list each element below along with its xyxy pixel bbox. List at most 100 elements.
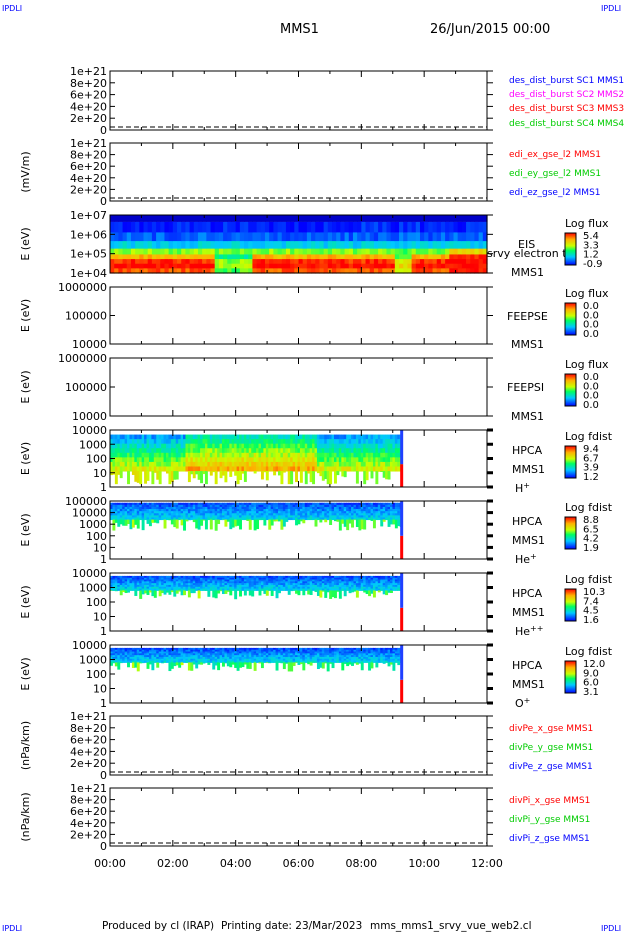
- spectrogram-cell: [314, 581, 318, 584]
- spectrogram-cell: [180, 583, 184, 586]
- spectrogram-cell: [280, 658, 284, 662]
- spectrogram-cell: [139, 259, 145, 265]
- spectrogram-cell: [368, 511, 372, 514]
- spectrogram-cell: [212, 457, 216, 463]
- spectrogram-cell: [110, 434, 113, 440]
- spectrogram-cell: [316, 656, 320, 660]
- spectrogram-cell: [217, 655, 221, 658]
- spectrogram-cell: [161, 515, 165, 518]
- spectrogram-cell: [175, 466, 179, 472]
- spectrogram-cell: [453, 254, 459, 260]
- spectrogram-cell: [251, 457, 255, 463]
- spectrogram-cell: [173, 656, 177, 660]
- spectrogram-cell: [202, 647, 206, 651]
- spectrogram-cell: [219, 511, 223, 514]
- spectrogram-cell: [202, 263, 207, 269]
- spectrogram-cell: [222, 506, 225, 510]
- spectrogram-cell: [351, 452, 354, 458]
- spectrogram-cell: [445, 215, 450, 222]
- spectrogram-cell: [163, 656, 167, 660]
- spectrogram-cell: [112, 519, 116, 531]
- spectrogram-cell: [122, 590, 126, 593]
- spectrogram-cell: [312, 471, 316, 485]
- spectrogram-cell: [119, 649, 123, 653]
- spectrogram-cell: [478, 259, 484, 265]
- spectrogram-cell: [153, 448, 157, 454]
- spectrogram-cell: [219, 656, 223, 660]
- spectrogram-cell: [394, 586, 398, 590]
- spectrogram-cell: [312, 588, 316, 591]
- spectrogram-cell: [341, 434, 345, 440]
- spectrogram-cell: [324, 655, 328, 658]
- spectrogram-cell: [214, 471, 218, 485]
- spectrogram-cell: [175, 575, 179, 579]
- spectrogram-cell: [175, 471, 179, 480]
- spectrogram-cell: [368, 515, 372, 518]
- spectrogram-cell: [119, 457, 123, 463]
- spectrogram-cell: [256, 263, 262, 269]
- spectrogram-cell: [175, 513, 179, 516]
- spectrogram-cell: [151, 579, 155, 582]
- spectrogram-cell: [331, 457, 335, 463]
- spectrogram-cell: [329, 439, 333, 445]
- spectrogram-cell: [124, 517, 128, 521]
- spectrogram-cell: [185, 517, 189, 521]
- spectrogram-cell: [326, 590, 330, 593]
- spectrogram-cell: [378, 241, 383, 250]
- spectrogram-cell: [324, 586, 328, 590]
- spectrogram-cell: [278, 649, 281, 653]
- spectrogram-cell: [263, 588, 267, 591]
- spectrogram-cell: [394, 583, 398, 586]
- spectrogram-cell: [114, 513, 118, 516]
- spectrogram-cell: [355, 579, 359, 582]
- spectrogram-cell: [314, 504, 318, 508]
- spectrogram-cell: [153, 577, 157, 581]
- spectrogram-cell: [119, 443, 123, 449]
- spectrogram-cell: [209, 443, 213, 449]
- spectrogram-cell: [358, 575, 362, 579]
- spectrogram-cell: [326, 655, 330, 658]
- spectrogram-cell: [297, 513, 301, 516]
- spectrogram-cell: [314, 511, 318, 514]
- spectrogram-cell: [122, 502, 126, 506]
- spectrogram-cell: [243, 590, 247, 596]
- spectrogram-cell: [351, 588, 354, 591]
- spectrogram-cell: [348, 581, 352, 584]
- spectrogram-cell: [119, 579, 123, 582]
- spectrogram-cell: [273, 579, 277, 582]
- spectrogram-cell: [270, 651, 274, 654]
- spectrogram-cell: [114, 248, 119, 256]
- spectrogram-cell: [373, 232, 379, 242]
- spectrogram-cell: [197, 584, 201, 588]
- spectrogram-cell: [380, 660, 384, 663]
- spectrogram-cell: [127, 656, 130, 660]
- spectrogram-cell: [141, 662, 145, 664]
- spectrogram-cell: [141, 517, 145, 521]
- spectrogram-cell: [315, 232, 321, 242]
- spectrogram-cell: [200, 443, 204, 449]
- spectrogram-cell: [319, 504, 323, 508]
- spectrogram-cell: [260, 439, 264, 445]
- spectrogram-cell: [306, 232, 312, 242]
- spectrogram-cell: [187, 517, 191, 521]
- spectrogram-cell: [170, 519, 174, 525]
- spectrogram-cell: [236, 513, 240, 516]
- spectrogram-cell: [298, 221, 304, 233]
- spectrogram-cell: [187, 658, 191, 662]
- spectrogram-cell: [114, 461, 118, 467]
- spectrogram-cell: [158, 517, 162, 521]
- spectrogram-cell: [449, 221, 455, 233]
- spectrogram-cell: [214, 586, 218, 590]
- spectrogram-cell: [285, 575, 289, 579]
- spectrogram-cell: [292, 443, 296, 449]
- spectrogram-cell: [370, 577, 374, 581]
- spectrogram-cell: [210, 232, 216, 242]
- spectrogram-cell: [314, 588, 318, 591]
- spectrogram-cell: [370, 662, 374, 669]
- spectrogram-cell: [147, 248, 153, 256]
- spectrogram-cell: [231, 504, 235, 508]
- spectrogram-cell: [202, 662, 206, 664]
- spectrogram-cell: [375, 655, 379, 658]
- spectrogram-cell: [268, 581, 272, 584]
- spectrogram-cell: [372, 511, 376, 514]
